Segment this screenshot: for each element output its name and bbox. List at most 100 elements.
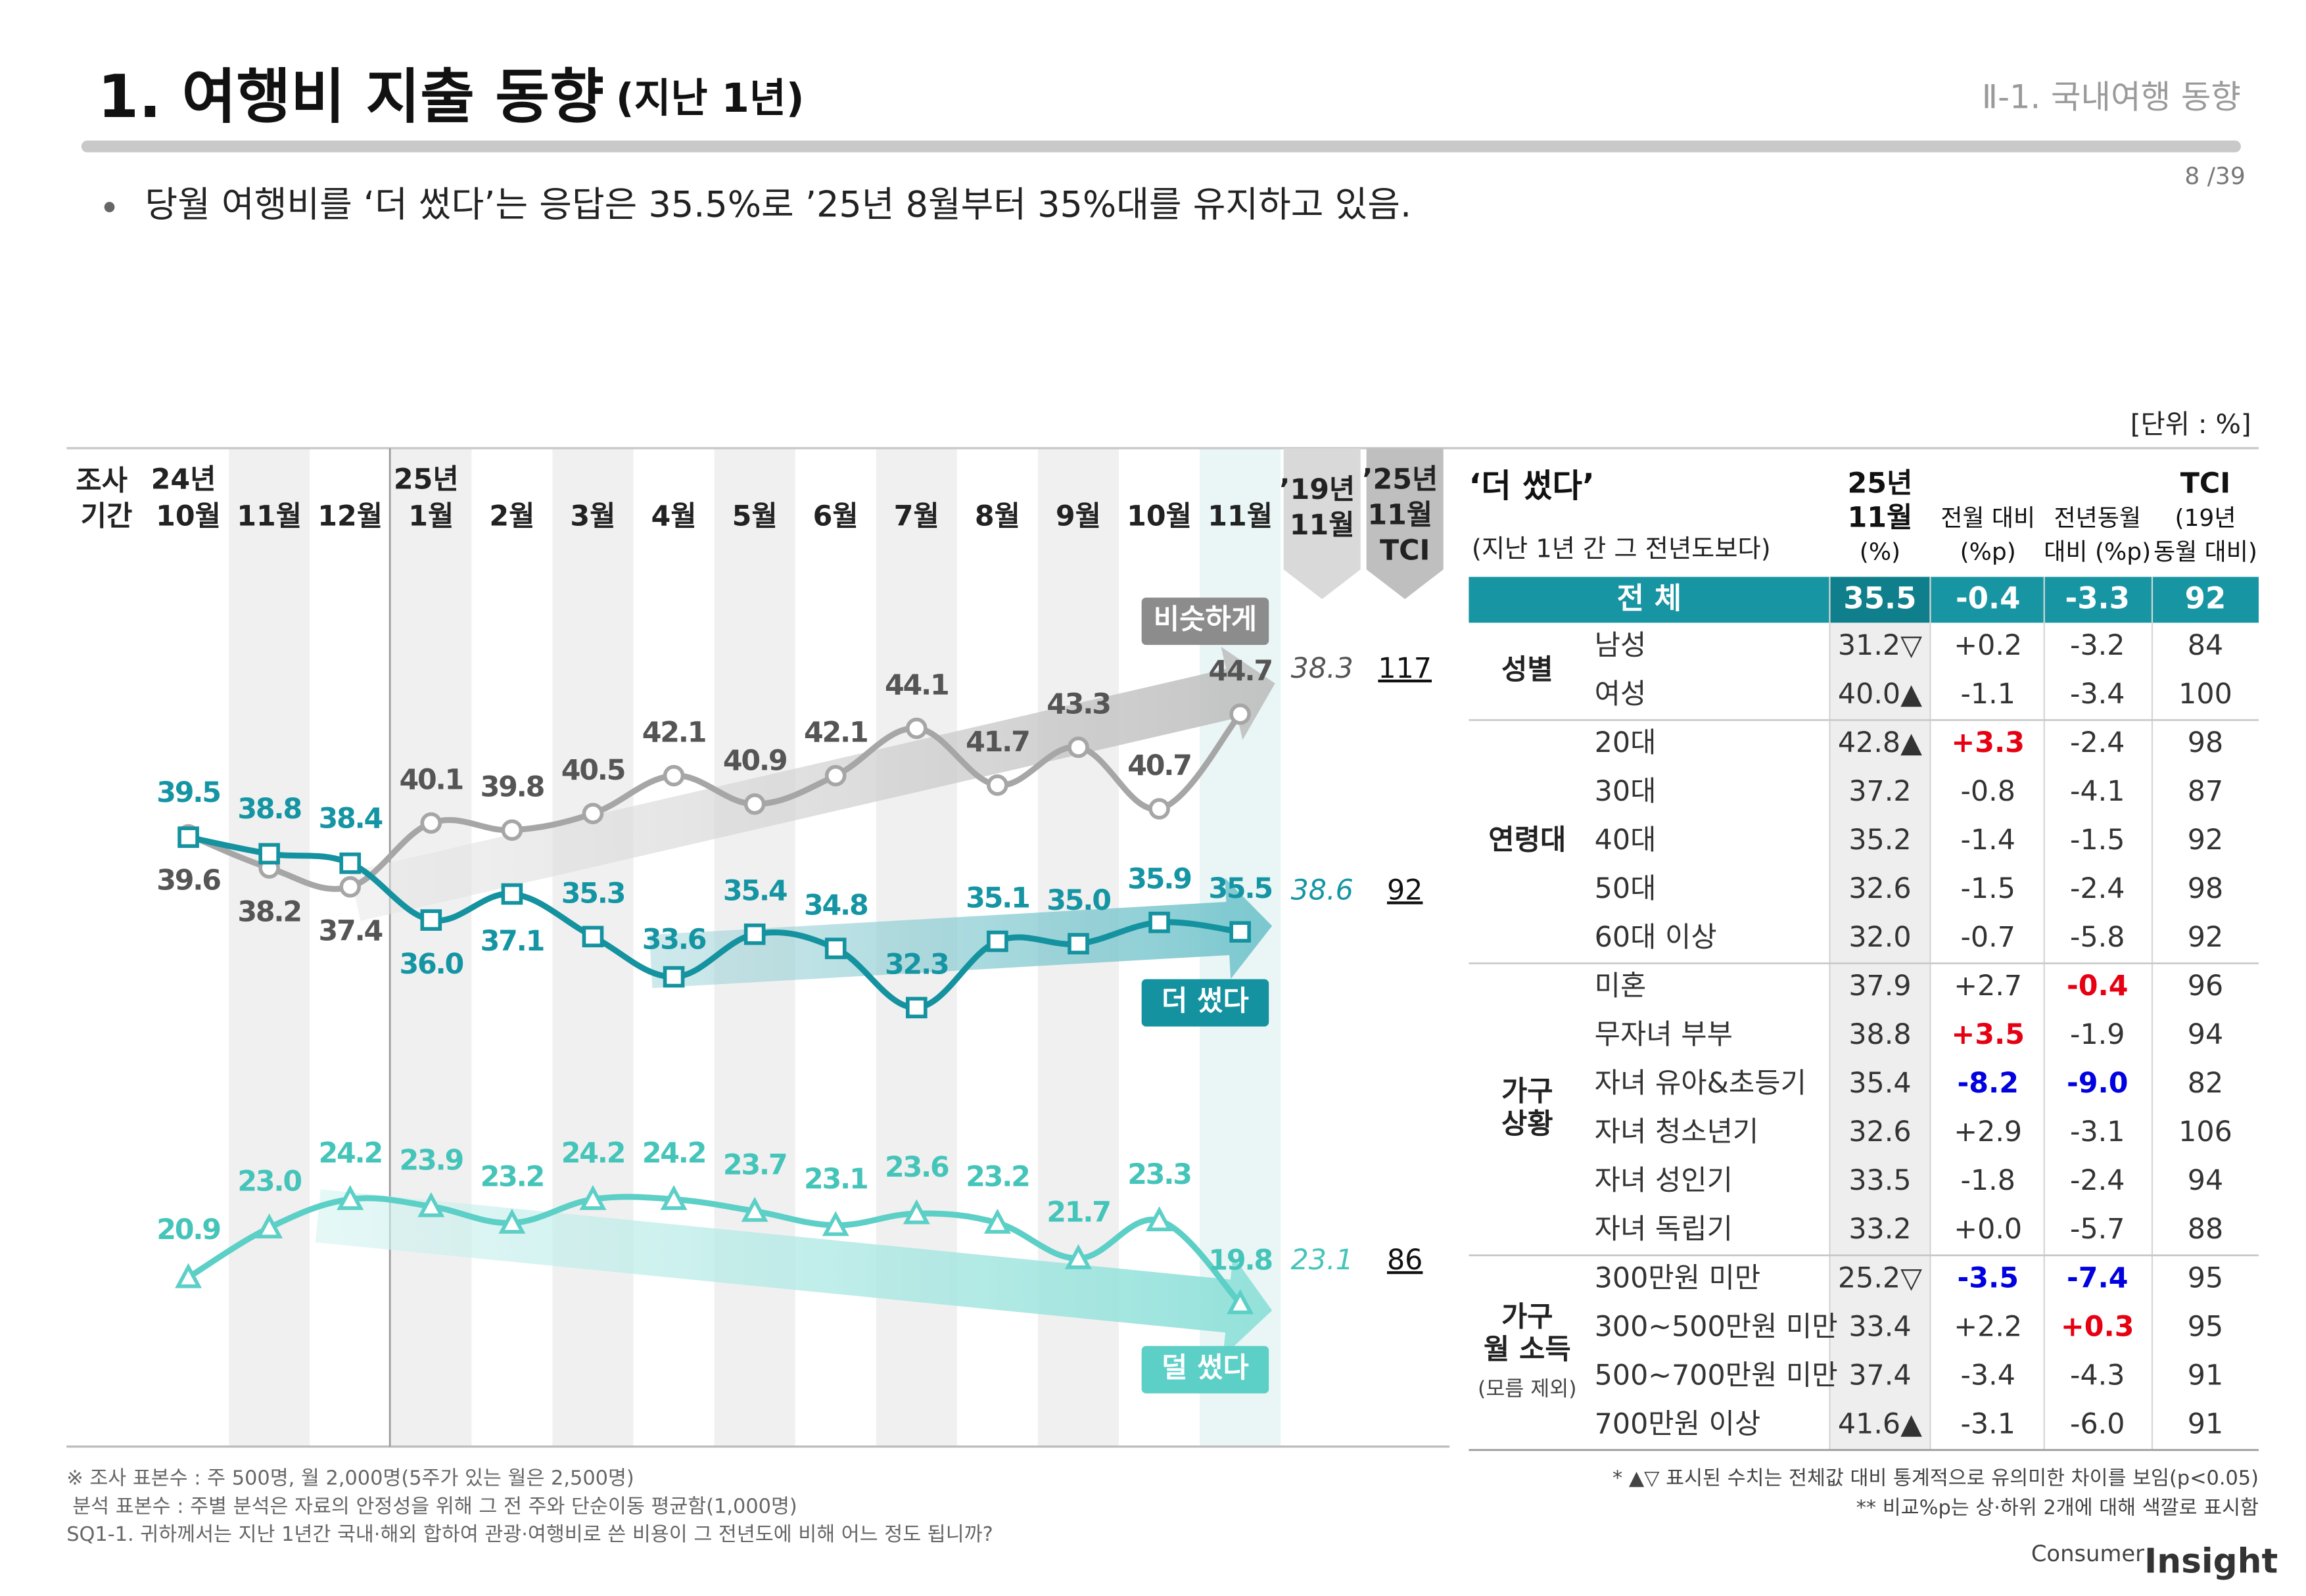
column-stripe xyxy=(390,448,472,1447)
trend-arrow xyxy=(315,1189,1273,1357)
data-label: 23.1 xyxy=(804,1163,867,1196)
marker xyxy=(1229,703,1251,725)
data-label: 43.3 xyxy=(1047,688,1110,720)
column-header: 25년 xyxy=(1848,467,1913,500)
data-label: 19.8 xyxy=(1208,1244,1272,1277)
data-label: 23.7 xyxy=(723,1148,786,1181)
footnote: * ▲▽ 표시된 수치는 전체값 대비 통계적으로 유의미한 차이를 보임(p<… xyxy=(1612,1467,2259,1490)
cell: -6.0 xyxy=(2070,1407,2125,1440)
data-label: 32.3 xyxy=(885,948,948,981)
row-label: 자녀 청소년기 xyxy=(1595,1115,1759,1148)
data-label: 38.2 xyxy=(237,896,300,929)
column-header: (%p) xyxy=(1960,539,2016,566)
row-label: 500~700만원 미만 xyxy=(1595,1359,1838,1392)
marker xyxy=(1148,798,1170,820)
cell: -3.1 xyxy=(1961,1407,2015,1440)
x-tick-label: 5월 xyxy=(732,500,778,532)
footer: ※ 조사 표본수 : 주 500명, 월 2,000명(5주가 있는 월은 2,… xyxy=(66,1467,2278,1582)
data-label: 42.1 xyxy=(804,716,867,749)
total-value: -3.3 xyxy=(2065,581,2130,616)
cell: -2.4 xyxy=(2070,726,2125,759)
marker xyxy=(824,764,847,787)
cell: +0.2 xyxy=(1954,629,2022,662)
total-value: 35.5 xyxy=(1843,581,1916,616)
marker xyxy=(256,1213,283,1238)
group-label: 상황 xyxy=(1501,1108,1553,1140)
data-label: 21.7 xyxy=(1047,1196,1110,1229)
marker xyxy=(660,1185,688,1210)
data-label: 42.1 xyxy=(642,716,705,749)
cell: 100 xyxy=(2178,678,2232,711)
data-label: 23.2 xyxy=(966,1160,1029,1193)
data-label: 40.1 xyxy=(400,764,463,797)
data-label: 23.2 xyxy=(481,1160,544,1193)
data-label: 23.6 xyxy=(885,1151,949,1184)
marker xyxy=(1068,736,1089,759)
column-header: 11월 xyxy=(1848,501,1913,534)
bullet xyxy=(104,202,115,212)
data-label: 35.0 xyxy=(1047,884,1110,917)
data-label: 38.8 xyxy=(237,793,301,826)
cell: 38.8 xyxy=(1848,1018,1911,1051)
data-label: 39.5 xyxy=(156,776,220,809)
data-label: 23.9 xyxy=(400,1144,463,1177)
cell: -3.1 xyxy=(2070,1115,2125,1148)
cell: 84 xyxy=(2188,629,2223,662)
column-stripe xyxy=(229,448,310,1447)
x-tick-label: 2월 xyxy=(489,500,534,532)
row-label: 자녀 독립기 xyxy=(1595,1213,1733,1246)
marker xyxy=(420,909,442,931)
cell: -3.2 xyxy=(2070,629,2125,662)
cell: +3.5 xyxy=(1951,1018,2025,1051)
section-label: Ⅱ-1. 국내여행 동향 xyxy=(1982,78,2241,116)
data-label: 20.9 xyxy=(156,1213,220,1246)
cell: +3.3 xyxy=(1951,726,2025,759)
x-tick-label: 11월 xyxy=(237,500,302,532)
cell: +0.3 xyxy=(2061,1310,2134,1343)
x-tick-label: 11월 xyxy=(1208,500,1273,532)
footnote: ※ 조사 표본수 : 주 500명, 월 2,000명(5주가 있는 월은 2,… xyxy=(66,1467,634,1490)
cell: 33.4 xyxy=(1848,1310,1911,1343)
comparison-header: ’19년 11월 xyxy=(1279,473,1365,542)
logo-part: Insight xyxy=(2144,1541,2278,1581)
cell: 98 xyxy=(2188,872,2223,905)
data-label: 40.9 xyxy=(723,745,787,778)
row-label: 60대 이상 xyxy=(1595,921,1717,954)
total-label: 전 체 xyxy=(1617,581,1682,616)
cell: +0.0 xyxy=(1954,1213,2022,1246)
row-label: 700만원 이상 xyxy=(1595,1407,1761,1440)
marker xyxy=(903,1199,930,1225)
row-label: 300~500만원 미만 xyxy=(1595,1310,1838,1343)
marker xyxy=(987,930,1008,952)
data-label: 34.8 xyxy=(804,889,868,922)
row-label: 여성 xyxy=(1595,678,1647,711)
group-note: (모름 제외) xyxy=(1478,1377,1577,1401)
marker xyxy=(905,997,928,1019)
data-label: 40.7 xyxy=(1127,749,1190,782)
cell: 91 xyxy=(2188,1359,2223,1392)
data-label: 24.2 xyxy=(561,1137,624,1169)
data-label: 44.1 xyxy=(885,669,948,702)
row-label: 남성 xyxy=(1595,629,1647,662)
cell: 94 xyxy=(2188,1018,2223,1051)
unit: [단위 : %] xyxy=(2130,408,2251,440)
page-number: 8 /39 xyxy=(2184,163,2245,190)
cell: -5.8 xyxy=(2070,921,2125,954)
row-label: 30대 xyxy=(1595,775,1657,808)
data-label: 35.3 xyxy=(561,877,624,910)
series-line xyxy=(185,834,1244,1011)
marker xyxy=(1229,921,1251,943)
cell: -0.4 xyxy=(2067,970,2128,1002)
marker xyxy=(987,774,1008,796)
row-label: 미혼 xyxy=(1595,970,1647,1002)
cell: 35.4 xyxy=(1848,1067,1911,1100)
cell: -2.4 xyxy=(2070,1164,2125,1197)
cell: 37.2 xyxy=(1848,775,1911,808)
x-tick-label: 4월 xyxy=(651,500,697,532)
cell: 32.6 xyxy=(1848,1115,1911,1148)
data-label: 37.1 xyxy=(481,925,544,958)
legend-label: 비슷하게 xyxy=(1154,603,1257,636)
